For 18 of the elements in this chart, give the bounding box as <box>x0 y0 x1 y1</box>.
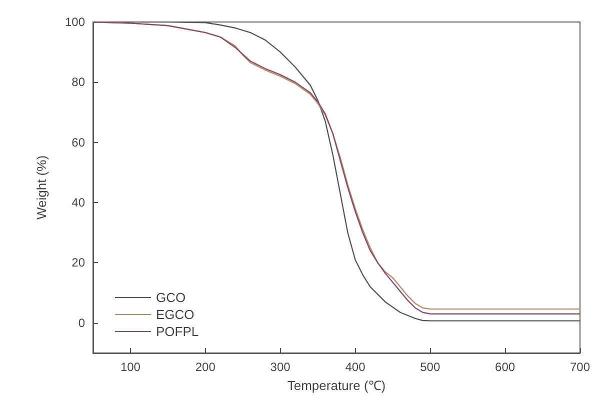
y-tick-label: 0 <box>78 316 86 330</box>
x-tick-label: 700 <box>570 360 590 374</box>
legend-label: EGCO <box>156 307 194 322</box>
legend-label: GCO <box>156 290 186 305</box>
x-axis-title: Temperature (℃) <box>287 378 386 393</box>
legend-label: POFPL <box>156 324 199 339</box>
x-tick-label: 400 <box>345 360 366 374</box>
x-tick-label: 500 <box>420 360 440 374</box>
x-tick-label: 600 <box>495 360 516 374</box>
y-tick-label: 60 <box>72 135 86 150</box>
y-axis-title: Weight (%) <box>34 155 49 220</box>
y-tick-label: 20 <box>72 256 86 270</box>
y-tick-label: 80 <box>72 75 86 90</box>
y-tick-label: 100 <box>64 15 86 29</box>
x-tick-label: 300 <box>270 360 291 374</box>
x-tick-label: 100 <box>120 360 141 374</box>
y-tick-label: 40 <box>72 196 86 210</box>
x-tick-label: 200 <box>195 360 216 374</box>
